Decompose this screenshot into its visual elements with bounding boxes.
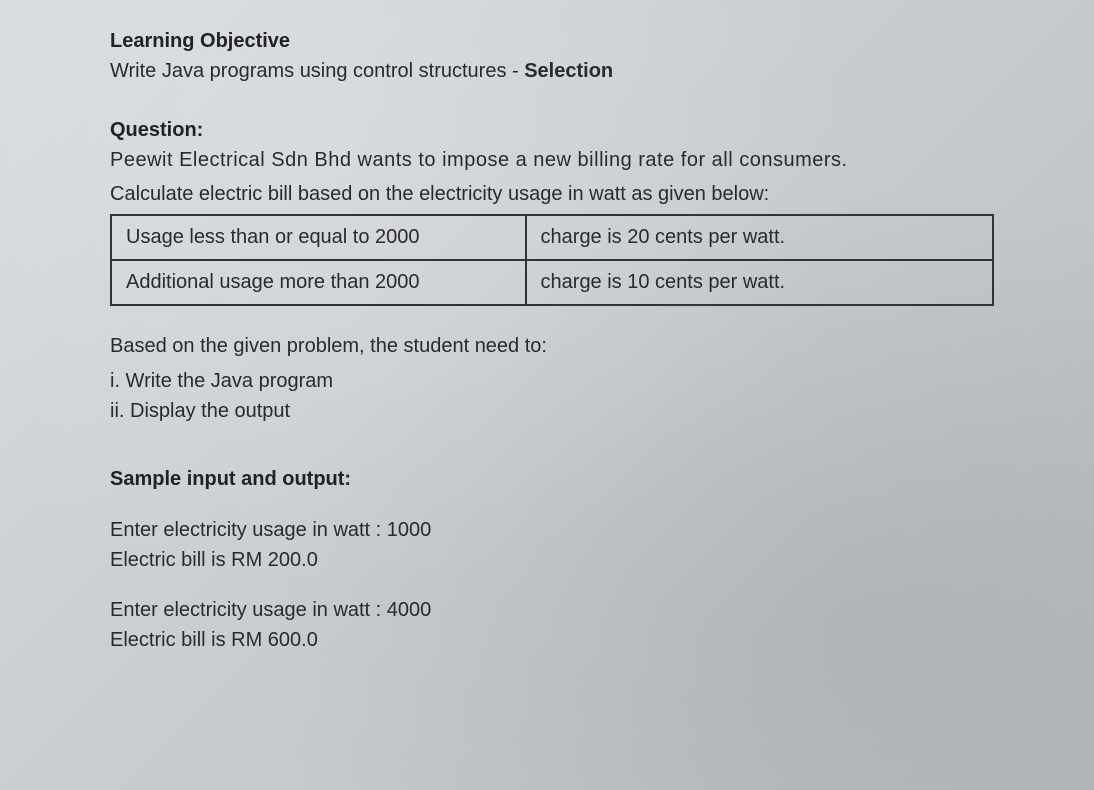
task-item-1: i. Write the Java program	[110, 366, 994, 396]
objective-text: Write Java programs using control struct…	[110, 57, 994, 85]
table-row: Usage less than or equal to 2000 charge …	[111, 215, 993, 260]
table-row: Additional usage more than 2000 charge i…	[111, 260, 993, 305]
question-text-1: Peewit Electrical Sdn Bhd wants to impos…	[110, 146, 994, 174]
table-cell-charge: charge is 20 cents per watt.	[526, 215, 993, 260]
objective-prefix: Write Java programs using control struct…	[110, 60, 524, 82]
learning-objective-heading: Learning Objective	[110, 30, 994, 53]
sample1-input: Enter electricity usage in watt : 1000	[110, 515, 994, 545]
objective-bold: Selection	[524, 60, 613, 82]
table-cell-condition: Usage less than or equal to 2000	[111, 215, 526, 260]
tasks-intro: Based on the given problem, the student …	[110, 332, 994, 360]
question-text-2: Calculate electric bill based on the ele…	[110, 180, 994, 208]
table-cell-charge: charge is 10 cents per watt.	[526, 260, 993, 305]
sample-heading: Sample input and output:	[110, 468, 994, 491]
question-heading: Question:	[110, 119, 994, 142]
sample2-output: Electric bill is RM 600.0	[110, 625, 994, 655]
sample2-input: Enter electricity usage in watt : 4000	[110, 595, 994, 625]
sample1-output: Electric bill is RM 200.0	[110, 545, 994, 575]
table-cell-condition: Additional usage more than 2000	[111, 260, 526, 305]
task-item-2: ii. Display the output	[110, 396, 994, 426]
rate-table: Usage less than or equal to 2000 charge …	[110, 214, 994, 306]
